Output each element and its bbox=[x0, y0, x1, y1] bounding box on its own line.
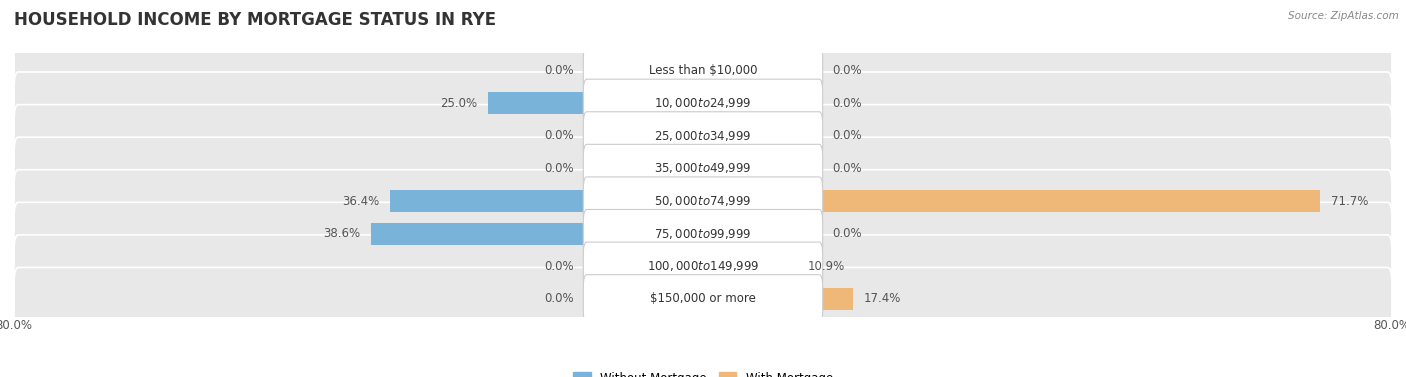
Text: $100,000 to $149,999: $100,000 to $149,999 bbox=[647, 259, 759, 273]
FancyBboxPatch shape bbox=[14, 72, 1392, 135]
Text: 0.0%: 0.0% bbox=[544, 129, 574, 143]
FancyBboxPatch shape bbox=[583, 79, 823, 127]
Text: $25,000 to $34,999: $25,000 to $34,999 bbox=[654, 129, 752, 143]
Text: 10.9%: 10.9% bbox=[807, 260, 845, 273]
Text: HOUSEHOLD INCOME BY MORTGAGE STATUS IN RYE: HOUSEHOLD INCOME BY MORTGAGE STATUS IN R… bbox=[14, 11, 496, 29]
Text: 25.0%: 25.0% bbox=[440, 97, 478, 110]
FancyBboxPatch shape bbox=[14, 170, 1392, 232]
Text: 0.0%: 0.0% bbox=[832, 64, 862, 77]
FancyBboxPatch shape bbox=[14, 40, 1392, 102]
Text: 0.0%: 0.0% bbox=[832, 129, 862, 143]
Text: 0.0%: 0.0% bbox=[544, 292, 574, 305]
FancyBboxPatch shape bbox=[583, 47, 823, 95]
Text: 36.4%: 36.4% bbox=[342, 195, 380, 207]
Text: Less than $10,000: Less than $10,000 bbox=[648, 64, 758, 77]
Text: $10,000 to $24,999: $10,000 to $24,999 bbox=[654, 96, 752, 110]
Text: 0.0%: 0.0% bbox=[544, 162, 574, 175]
Text: $35,000 to $49,999: $35,000 to $49,999 bbox=[654, 161, 752, 175]
Bar bbox=[703, 288, 853, 310]
Legend: Without Mortgage, With Mortgage: Without Mortgage, With Mortgage bbox=[574, 372, 832, 377]
Text: 17.4%: 17.4% bbox=[863, 292, 901, 305]
Bar bbox=[703, 255, 797, 277]
Text: $50,000 to $74,999: $50,000 to $74,999 bbox=[654, 194, 752, 208]
Text: 0.0%: 0.0% bbox=[832, 227, 862, 240]
Text: Source: ZipAtlas.com: Source: ZipAtlas.com bbox=[1288, 11, 1399, 21]
Text: $75,000 to $99,999: $75,000 to $99,999 bbox=[654, 227, 752, 241]
FancyBboxPatch shape bbox=[14, 104, 1392, 167]
FancyBboxPatch shape bbox=[14, 268, 1392, 330]
Text: 0.0%: 0.0% bbox=[544, 260, 574, 273]
Bar bbox=[703, 190, 1320, 212]
Text: 0.0%: 0.0% bbox=[832, 97, 862, 110]
Text: $150,000 or more: $150,000 or more bbox=[650, 292, 756, 305]
FancyBboxPatch shape bbox=[583, 275, 823, 323]
FancyBboxPatch shape bbox=[583, 242, 823, 290]
Text: 0.0%: 0.0% bbox=[544, 64, 574, 77]
FancyBboxPatch shape bbox=[583, 177, 823, 225]
Bar bbox=[389, 190, 703, 212]
FancyBboxPatch shape bbox=[14, 137, 1392, 200]
FancyBboxPatch shape bbox=[583, 112, 823, 160]
FancyBboxPatch shape bbox=[583, 144, 823, 193]
Text: 0.0%: 0.0% bbox=[832, 162, 862, 175]
FancyBboxPatch shape bbox=[583, 210, 823, 258]
Bar bbox=[371, 222, 703, 245]
FancyBboxPatch shape bbox=[14, 202, 1392, 265]
FancyBboxPatch shape bbox=[14, 235, 1392, 297]
Bar bbox=[488, 92, 703, 114]
Text: 38.6%: 38.6% bbox=[323, 227, 360, 240]
Text: 71.7%: 71.7% bbox=[1331, 195, 1368, 207]
